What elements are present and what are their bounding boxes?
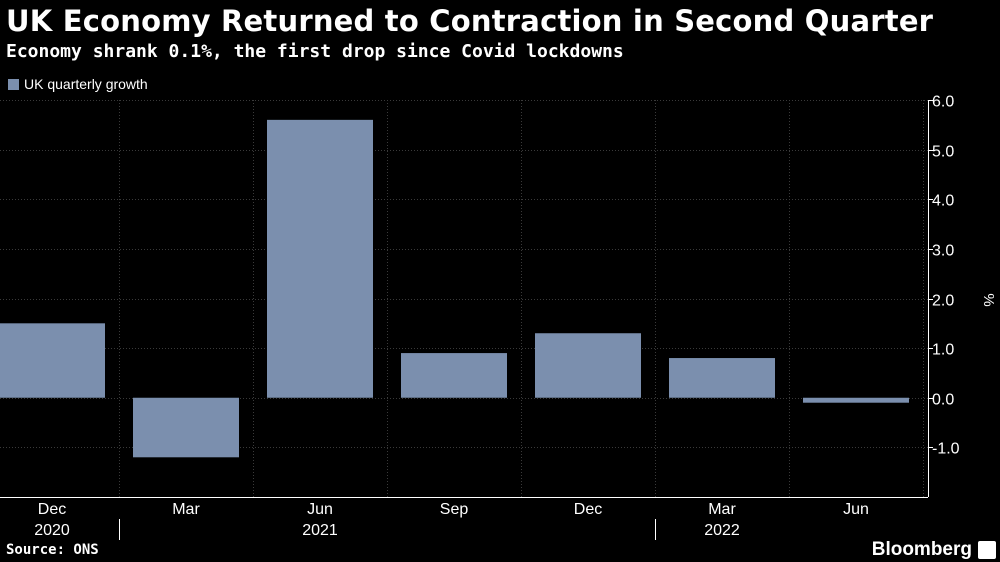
y-tick-label: 6.0	[932, 94, 954, 111]
x-tick-label: Dec	[574, 501, 602, 518]
x-year-label: 2020	[34, 522, 70, 539]
legend-label: UK quarterly growth	[24, 76, 148, 92]
source-note: Source: ONS	[6, 542, 99, 558]
bar	[803, 397, 909, 403]
x-tick-label: Jun	[843, 501, 869, 518]
chart-title: UK Economy Returned to Contraction in Se…	[6, 4, 934, 38]
legend-swatch	[8, 78, 19, 90]
y-axis-label: %	[980, 293, 997, 306]
legend: UK quarterly growth	[8, 76, 148, 92]
y-tick-label: 3.0	[932, 243, 954, 260]
y-tick-label: 2.0	[932, 293, 954, 310]
bar	[401, 353, 507, 398]
y-tick-label: 0.0	[932, 392, 954, 409]
y-tick-label: 5.0	[932, 144, 954, 161]
x-tick-label: Dec	[38, 501, 66, 518]
bloomberg-icon	[978, 541, 996, 559]
chart-subtitle: Economy shrank 0.1%, the first drop sinc…	[6, 41, 624, 62]
bar	[535, 333, 641, 398]
bar	[133, 397, 239, 458]
y-tick-label: 1.0	[932, 342, 954, 359]
x-tick-label: Jun	[307, 501, 333, 518]
y-tick-label: -1.0	[932, 441, 960, 458]
x-year-label: 2022	[704, 522, 740, 539]
x-year-label: 2021	[302, 522, 338, 539]
bloomberg-logo: Bloomberg	[871, 539, 972, 560]
bar	[669, 358, 775, 398]
y-tick-label: 4.0	[932, 193, 954, 210]
bar	[0, 323, 105, 398]
x-tick-label: Mar	[708, 501, 736, 518]
x-tick-label: Sep	[440, 501, 469, 518]
x-tick-label: Mar	[172, 501, 200, 518]
bar	[267, 119, 373, 398]
